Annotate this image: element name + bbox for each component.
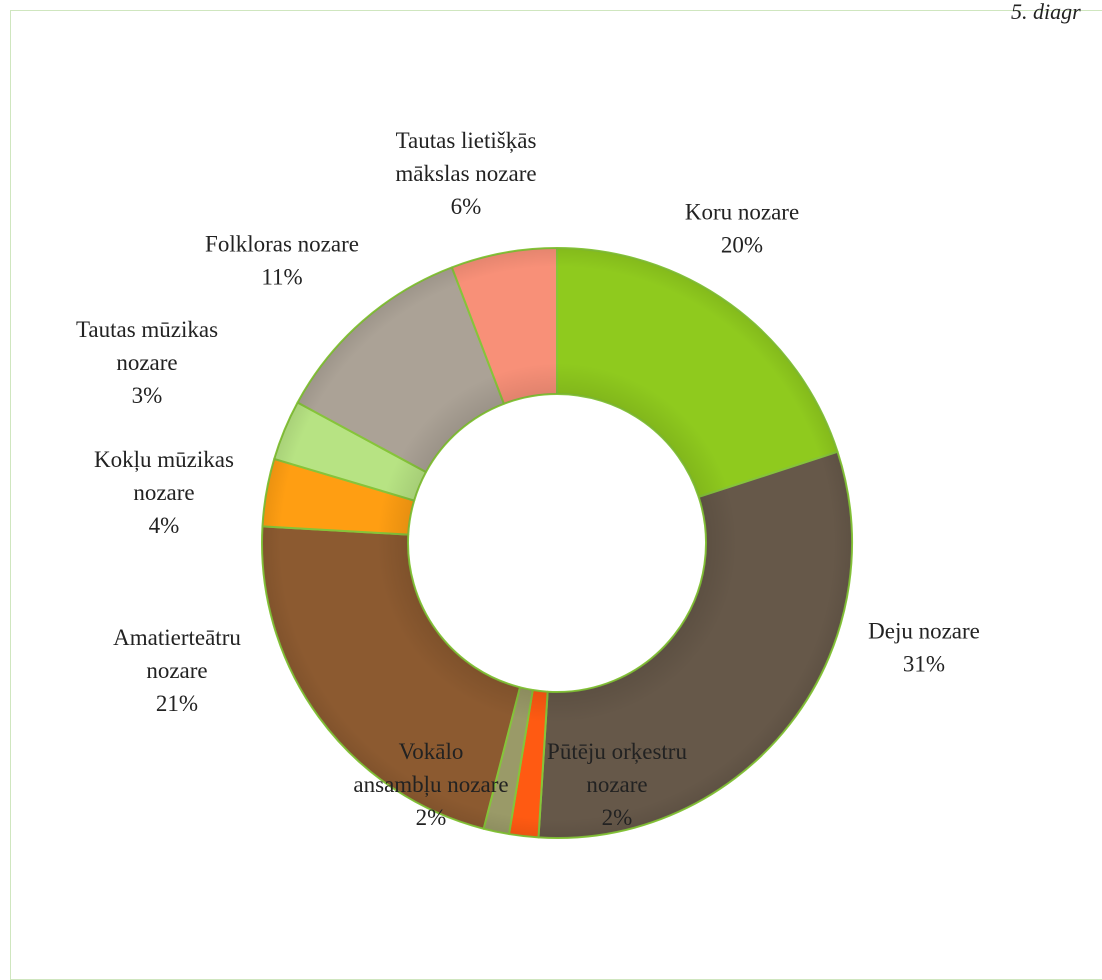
slice-percent: 2%	[416, 805, 447, 830]
label-koklu-muzikas: Kokļu mūzikas nozare 4%	[94, 447, 234, 538]
slice-labels: Koru nozare 20% Deju nozare 31% Pūtēju orķes…	[76, 128, 980, 830]
slice-name-line: nozare	[116, 350, 177, 375]
figure-caption: 5. diagr	[1011, 0, 1081, 24]
slice-percent: 4%	[149, 513, 180, 538]
slice-koru-nozare	[556, 247, 839, 498]
slice-name-line: Kokļu mūzikas	[94, 447, 234, 473]
slice-name-line: Pūtēju orķestru	[547, 739, 687, 765]
slice-percent: 3%	[132, 383, 163, 408]
slice-name-line: nozare	[133, 480, 194, 505]
slice-percent: 20%	[721, 233, 763, 258]
label-tautas-lietiskas: Tautas lietišķās mākslas nozare 6%	[395, 128, 536, 219]
slice-percent: 11%	[261, 265, 302, 290]
slice-name-line: ansambļu nozare	[353, 772, 508, 798]
slice-percent: 21%	[156, 691, 198, 716]
slice-name-line: Folkloras nozare	[205, 232, 359, 257]
slice-percent: 31%	[903, 652, 945, 677]
label-deju-nozare: Deju nozare 31%	[868, 619, 980, 677]
slice-name-line: Tautas mūzikas	[76, 317, 218, 342]
slice-name-line: Amatierteātru	[113, 625, 241, 650]
slice-name-line: mākslas nozare	[395, 161, 536, 186]
label-puteju-orkestru: Pūtēju orķestru nozare 2%	[547, 739, 687, 830]
label-folkloras-nozare: Folkloras nozare 11%	[205, 232, 359, 290]
slice-name-line: Koru nozare	[685, 200, 799, 225]
label-koru-nozare: Koru nozare 20%	[685, 200, 799, 258]
slice-name-line: nozare	[586, 772, 647, 797]
label-amatierteatru: Amatierteātru nozare 21%	[113, 625, 241, 716]
slice-percent: 2%	[602, 805, 633, 830]
slice-name-line: Tautas lietišķās	[396, 128, 537, 154]
label-tautas-muzikas: Tautas mūzikas nozare 3%	[76, 317, 218, 408]
slice-name-line: nozare	[146, 658, 207, 683]
slice-percent: 6%	[451, 194, 482, 219]
slice-name-line: Deju nozare	[868, 619, 980, 644]
slice-name-line: Vokālo	[399, 739, 464, 764]
label-vokalo: Vokālo ansambļu nozare 2%	[353, 739, 508, 830]
